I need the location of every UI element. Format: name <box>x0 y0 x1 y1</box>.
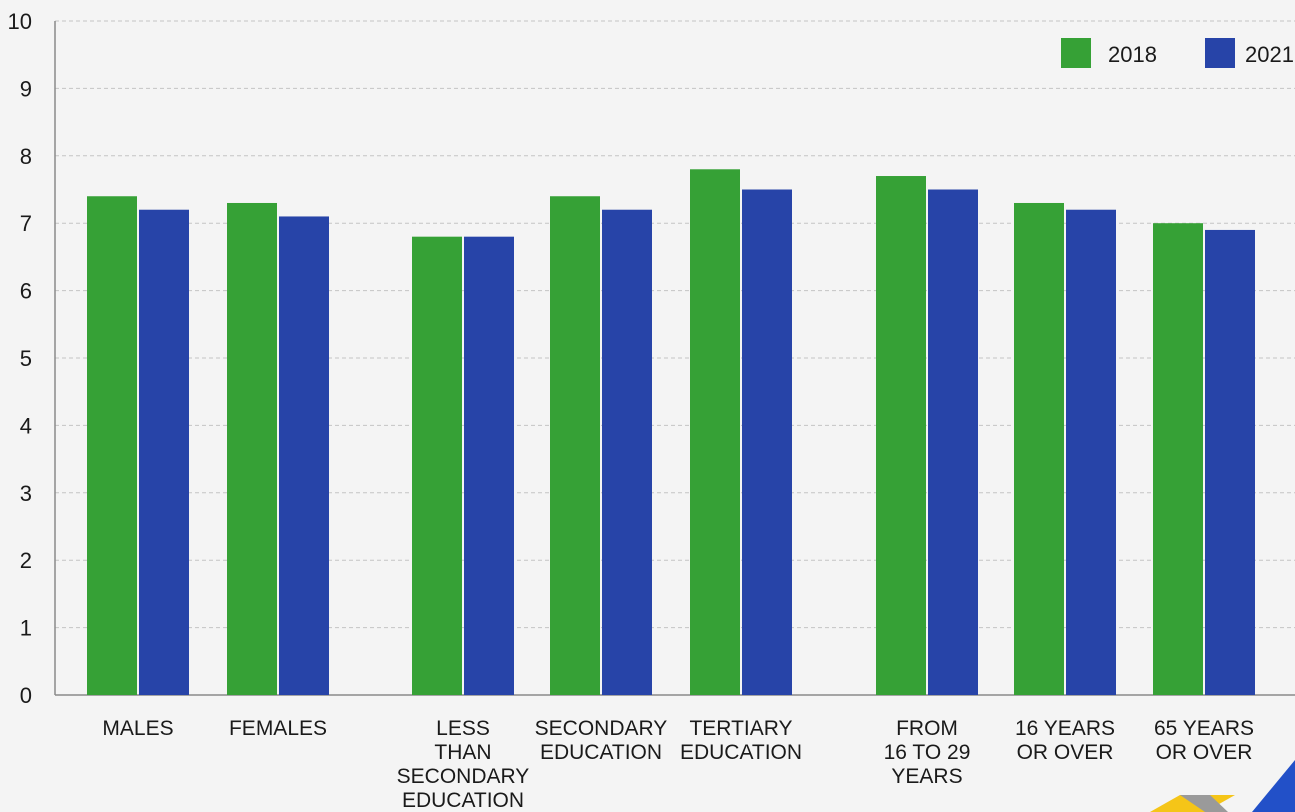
bar-2018-1 <box>227 202 277 696</box>
bar-2021-6 <box>1066 209 1116 695</box>
x-category-label-7: 65 YEARS OR OVER <box>1154 717 1254 764</box>
bar-2021-0 <box>139 209 189 695</box>
bar-2021-1 <box>279 216 329 695</box>
x-category-label-0: MALES <box>102 717 173 740</box>
bar-2021-7 <box>1205 229 1255 695</box>
y-tick-label-5: 5 <box>20 346 32 371</box>
bar-2018-7 <box>1153 223 1203 695</box>
y-tick-label-10: 10 <box>8 9 32 34</box>
logo-grey-shape <box>1180 795 1228 812</box>
x-category-label-5: FROM 16 TO 29 YEARS <box>884 717 971 788</box>
corner-logo-icon <box>1150 760 1295 812</box>
bar-2018-4 <box>690 169 740 695</box>
logo-blue-shape <box>1252 760 1295 812</box>
y-tick-label-8: 8 <box>20 144 32 169</box>
bar-2018-2 <box>412 236 462 695</box>
bar-2021-4 <box>742 189 792 695</box>
bar-2021-2 <box>464 236 514 695</box>
bar-2018-3 <box>550 196 600 696</box>
y-tick-label-3: 3 <box>20 481 32 506</box>
y-tick-label-6: 6 <box>20 279 32 304</box>
y-tick-label-1: 1 <box>20 616 32 641</box>
legend-label-2021: 2021 <box>1245 42 1294 67</box>
y-tick-label-9: 9 <box>20 76 32 101</box>
bar-2018-0 <box>87 196 137 696</box>
x-category-label-6: 16 YEARS OR OVER <box>1015 717 1115 764</box>
y-tick-label-7: 7 <box>20 211 32 236</box>
y-tick-label-2: 2 <box>20 548 32 573</box>
y-axis-ticks: 0 1 2 3 4 5 6 7 8 9 10 <box>8 9 32 708</box>
x-category-label-1: FEMALES <box>229 717 327 740</box>
x-axis-labels: MALES FEMALES LESS THAN SECONDARY EDUCATIONSE… <box>102 717 1254 812</box>
bars <box>87 169 1255 696</box>
legend: 2018 2021 <box>1061 38 1294 68</box>
bar-2018-5 <box>876 176 926 695</box>
x-category-label-4: TERTIARY EDUCATION <box>680 717 802 764</box>
x-category-label-3: SECONDARY EDUCATION <box>535 717 668 764</box>
y-tick-label-4: 4 <box>20 413 32 438</box>
bar-2018-6 <box>1014 202 1064 696</box>
legend-swatch-2018 <box>1061 38 1091 68</box>
legend-label-2018: 2018 <box>1108 42 1157 67</box>
x-category-label-2: LESS THAN SECONDARY EDUCATION <box>397 717 530 812</box>
bar-2021-5 <box>928 189 978 695</box>
y-tick-label-0: 0 <box>20 683 32 708</box>
legend-swatch-2021 <box>1205 38 1235 68</box>
bar-2021-3 <box>602 209 652 695</box>
